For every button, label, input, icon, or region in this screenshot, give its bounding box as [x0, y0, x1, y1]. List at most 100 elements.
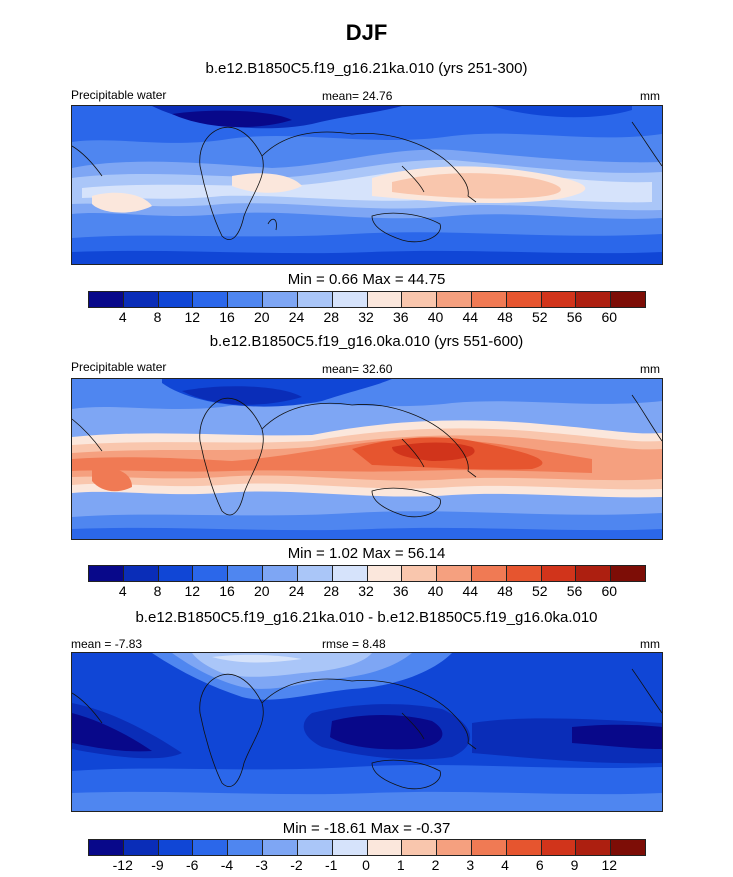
colorbar-tick-label: 52 — [531, 583, 548, 599]
colorbar-tick-label: -12 — [112, 857, 133, 873]
colorbar-segment — [158, 840, 194, 855]
colorbar-segment — [576, 566, 612, 581]
panel-1-field — [72, 106, 662, 264]
colorbar-segment — [471, 840, 507, 855]
colorbar-segment — [576, 292, 612, 307]
figure-title: DJF — [345, 20, 388, 45]
panel-3-minmax: Min = -18.61 Max = -0.37 — [282, 820, 451, 837]
colorbar-segment — [367, 840, 403, 855]
colorbar-segment — [263, 566, 298, 581]
colorbar-segment — [297, 566, 333, 581]
colorbar-tick-label: 48 — [497, 309, 513, 325]
panel-1-units-label: mm — [640, 89, 660, 103]
panel-1-colorbar — [88, 291, 646, 308]
colorbar-segment — [158, 292, 194, 307]
panel-1-subtitle: b.e12.B1850C5.f19_g16.21ka.010 (yrs 251-… — [205, 60, 528, 77]
colorbar-tick-label: 12 — [184, 309, 201, 325]
colorbar-tick-label: 28 — [323, 309, 340, 325]
colorbar-tick-label: -2 — [290, 857, 303, 873]
panel-3-colorbar-ticks: -12 -9 -6 -4 -3 -2 -1 0 1 2 3 4 6 9 12 — [88, 857, 644, 875]
colorbar-segment — [193, 840, 229, 855]
colorbar-tick-label: 6 — [535, 857, 544, 873]
panel-1-minmax: Min = 0.66 Max = 44.75 — [287, 271, 446, 288]
colorbar-tick-label: 48 — [497, 583, 513, 599]
colorbar-tick-label: 32 — [358, 583, 374, 599]
panel-3-colorbar — [88, 839, 646, 856]
colorbar-segment — [506, 840, 542, 855]
colorbar-tick-label: 8 — [153, 309, 162, 325]
colorbar-tick-label: 20 — [253, 309, 270, 325]
colorbar-segment — [89, 292, 124, 307]
panel-2-colorbar-ticks: 4 8 12 16 20 24 28 32 36 40 44 48 52 56 … — [88, 583, 644, 601]
panel-2-map — [71, 378, 663, 540]
colorbar-tick-label: -4 — [220, 857, 234, 873]
colorbar-tick-label: 60 — [601, 583, 618, 599]
panel-3-map — [71, 652, 663, 812]
panel-2-minmax: Min = 1.02 Max = 56.14 — [287, 545, 446, 562]
colorbar-tick-label: -9 — [151, 857, 164, 873]
colorbar-tick-label: 4 — [501, 857, 509, 873]
colorbar-tick-label: 52 — [531, 309, 548, 325]
colorbar-tick-label: 16 — [219, 309, 235, 325]
colorbar-tick-label: 44 — [462, 583, 479, 599]
colorbar-segment — [332, 566, 368, 581]
colorbar-segment — [263, 292, 298, 307]
colorbar-segment — [89, 840, 124, 855]
colorbar-segment — [471, 566, 507, 581]
colorbar-segment — [89, 566, 124, 581]
panel-3-mean-label: mean = -7.83 — [71, 637, 143, 651]
colorbar-tick-label: -3 — [255, 857, 268, 873]
colorbar-segment — [437, 840, 472, 855]
panel-2-colorbar — [88, 565, 646, 582]
panel-1-map — [71, 105, 663, 265]
colorbar-segment — [541, 840, 577, 855]
colorbar-tick-label: 32 — [358, 309, 374, 325]
colorbar-segment — [332, 840, 368, 855]
colorbar-segment — [297, 292, 333, 307]
colorbar-segment — [611, 566, 645, 581]
colorbar-segment — [541, 292, 577, 307]
colorbar-segment — [506, 566, 542, 581]
colorbar-tick-label: 16 — [219, 583, 235, 599]
colorbar-segment — [402, 566, 438, 581]
colorbar-segment — [437, 292, 472, 307]
colorbar-segment — [402, 292, 438, 307]
colorbar-segment — [297, 840, 333, 855]
colorbar-segment — [332, 292, 368, 307]
colorbar-segment — [506, 292, 542, 307]
panel-1-variable-label: Precipitable water — [71, 88, 167, 102]
colorbar-segment — [367, 566, 403, 581]
colorbar-tick-label: -1 — [325, 857, 338, 873]
colorbar-tick-label: 44 — [462, 309, 479, 325]
colorbar-segment — [367, 292, 403, 307]
colorbar-tick-label: 60 — [601, 309, 618, 325]
colorbar-tick-label: 4 — [118, 309, 127, 325]
panel-1-colorbar-ticks: 4 8 12 16 20 24 28 32 36 40 44 48 52 56 … — [88, 309, 644, 327]
colorbar-tick-label: 28 — [323, 583, 340, 599]
colorbar-tick-label: -6 — [186, 857, 199, 873]
colorbar-segment — [402, 840, 438, 855]
panel-3-subtitle: b.e12.B1850C5.f19_g16.21ka.010 - b.e12.B… — [135, 609, 598, 626]
colorbar-tick-label: 0 — [362, 857, 370, 873]
colorbar-tick-label: 36 — [392, 309, 409, 325]
colorbar-tick-label: 12 — [184, 583, 201, 599]
colorbar-segment — [228, 292, 264, 307]
colorbar-segment — [193, 566, 229, 581]
colorbar-tick-label: 56 — [566, 583, 583, 599]
colorbar-segment — [576, 840, 612, 855]
panel-2-field — [72, 379, 662, 539]
colorbar-tick-label: 56 — [566, 309, 583, 325]
panel-1-mean-label: mean= 24.76 — [322, 89, 393, 103]
panel-2-subtitle: b.e12.B1850C5.f19_g16.0ka.010 (yrs 551-6… — [209, 333, 524, 350]
colorbar-tick-label: 24 — [288, 309, 305, 325]
panel-3-field — [72, 653, 662, 811]
panel-2-mean-label: mean= 32.60 — [322, 362, 393, 376]
colorbar-segment — [158, 566, 194, 581]
colorbar-tick-label: 1 — [396, 857, 405, 873]
colorbar-segment — [437, 566, 472, 581]
colorbar-tick-label: 24 — [288, 583, 305, 599]
colorbar-segment — [611, 840, 645, 855]
colorbar-segment — [123, 292, 159, 307]
colorbar-segment — [123, 840, 159, 855]
colorbar-segment — [541, 566, 577, 581]
